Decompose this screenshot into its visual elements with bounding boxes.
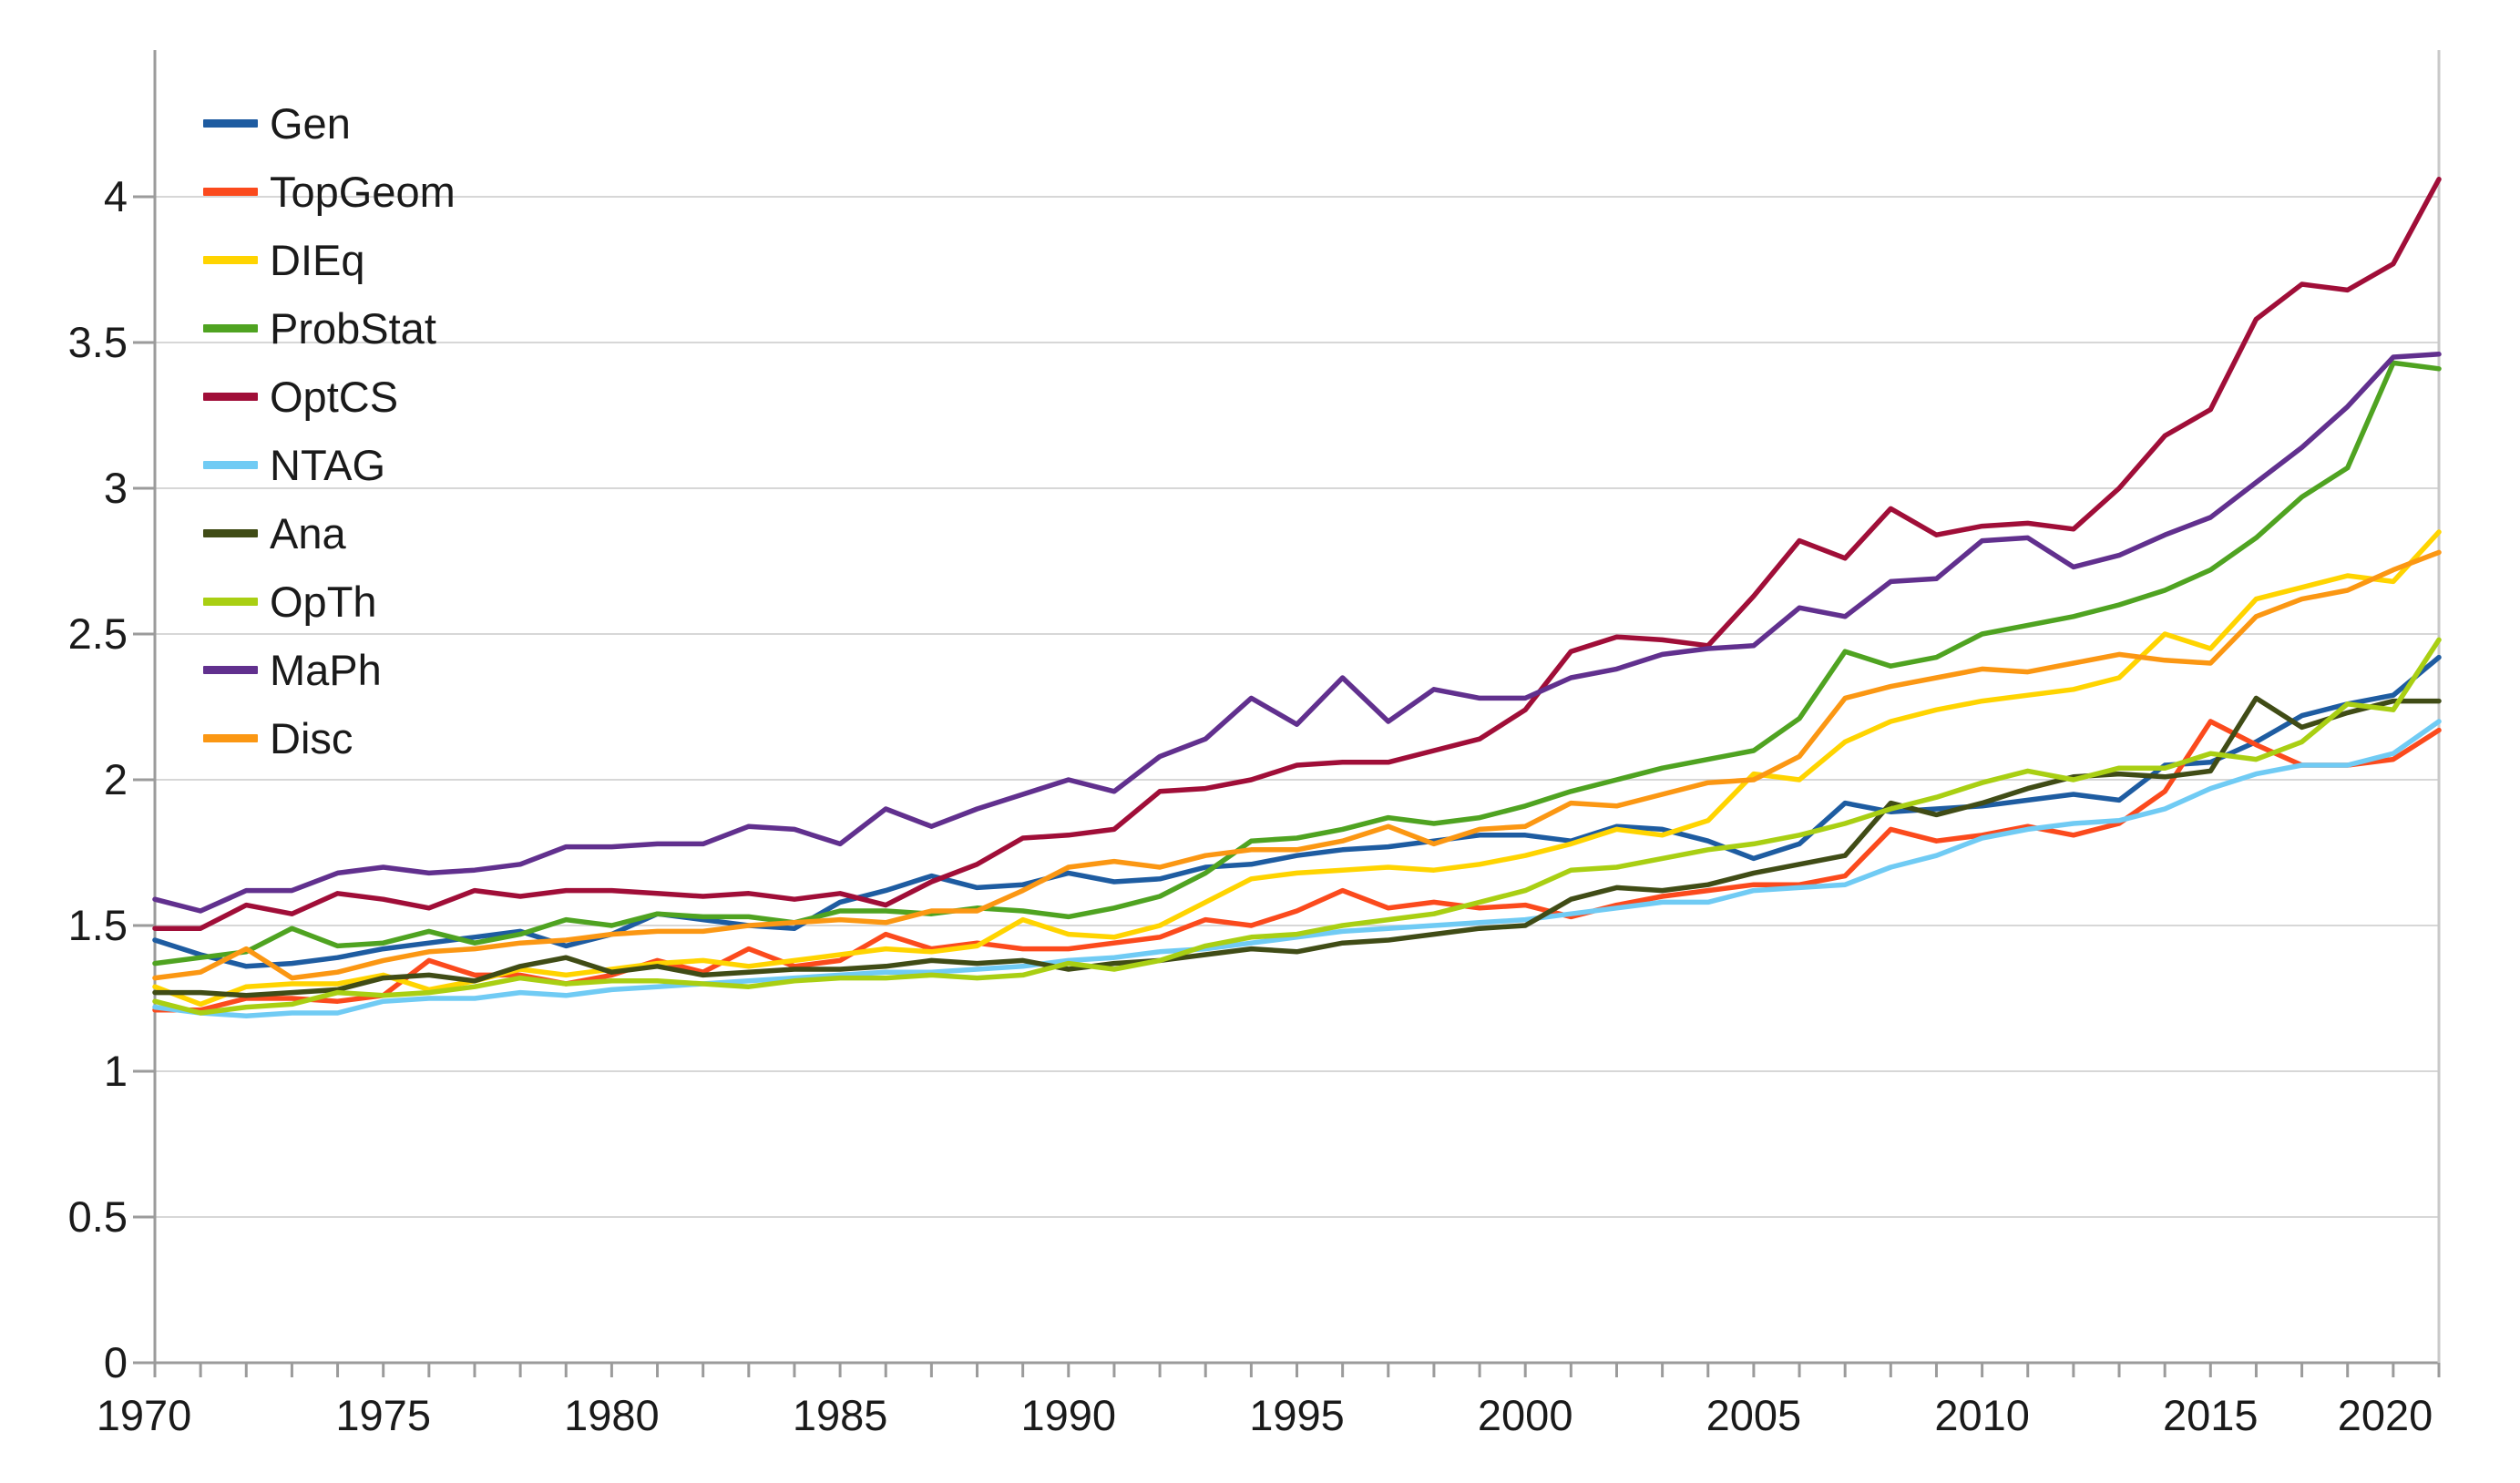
legend-item-Ana: Ana bbox=[203, 499, 346, 568]
legend-swatch-OpTh bbox=[203, 597, 258, 606]
y-tick-label: 2 bbox=[104, 755, 128, 803]
legend-swatch-Ana bbox=[203, 528, 258, 537]
series-line-Disc bbox=[152, 549, 2442, 981]
legend-item-ProbStat: ProbStat bbox=[203, 294, 436, 363]
legend-item-MaPh: MaPh bbox=[203, 636, 382, 704]
series-line-NTAG bbox=[152, 719, 2442, 1018]
x-tick-label: 1985 bbox=[793, 1391, 888, 1439]
legend-swatch-ProbStat bbox=[203, 323, 258, 332]
legend-label: OpTh bbox=[270, 577, 377, 626]
series-line-MaPh bbox=[152, 352, 2442, 914]
legend-swatch-Disc bbox=[203, 733, 258, 742]
legend-swatch-OptCS bbox=[203, 392, 258, 401]
y-tick-label: 2.5 bbox=[68, 609, 128, 658]
y-tick-label: 0.5 bbox=[68, 1192, 128, 1241]
legend-label: Gen bbox=[270, 98, 351, 148]
x-tick-label: 2010 bbox=[1934, 1391, 2030, 1439]
series-line-ProbStat bbox=[152, 360, 2442, 967]
x-tick-label: 2000 bbox=[1478, 1391, 1573, 1439]
legend-label: TopGeom bbox=[270, 167, 456, 216]
y-tick-label: 1 bbox=[104, 1047, 128, 1095]
legend-item-Gen: Gen bbox=[203, 89, 351, 158]
legend-label: OptCS bbox=[270, 372, 399, 421]
legend-label: ProbStat bbox=[270, 303, 436, 353]
axis-ticks bbox=[133, 195, 2441, 1377]
x-tick-label: 2020 bbox=[2338, 1391, 2433, 1439]
y-tick-label: 3 bbox=[104, 464, 128, 512]
legend-item-OptCS: OptCS bbox=[203, 363, 398, 431]
legend-swatch-NTAG bbox=[203, 460, 258, 469]
legend-item-Disc: Disc bbox=[203, 704, 353, 772]
x-tick-label: 2005 bbox=[1706, 1391, 1802, 1439]
y-tick-label: 4 bbox=[104, 172, 128, 220]
x-tick-label: 1995 bbox=[1249, 1391, 1345, 1439]
legend-swatch-Gen bbox=[203, 118, 258, 128]
axis-labels: 0 0.5 1 1.5 2 2.5 3 3.5 4 1970 1975 1980 1985 1990 199… bbox=[68, 172, 2433, 1439]
legend-item-OpTh: OpTh bbox=[203, 568, 377, 636]
legend-label: Disc bbox=[270, 713, 353, 762]
x-tick-label: 1970 bbox=[97, 1391, 192, 1439]
x-tick-label: 1975 bbox=[335, 1391, 431, 1439]
x-tick-label: 1980 bbox=[564, 1391, 660, 1439]
series-line-Gen bbox=[152, 654, 2442, 969]
legend-item-DIEq: DIEq bbox=[203, 226, 365, 294]
legend-swatch-TopGeom bbox=[203, 187, 258, 196]
legend-swatch-MaPh bbox=[203, 665, 258, 674]
legend-label: DIEq bbox=[270, 235, 365, 284]
gridlines bbox=[155, 196, 2439, 1218]
legend-label: NTAG bbox=[270, 440, 386, 489]
series-lines bbox=[152, 177, 2442, 1018]
y-tick-label: 0 bbox=[104, 1338, 128, 1386]
series-line-DIEq bbox=[152, 529, 2442, 1007]
legend-label: MaPh bbox=[270, 645, 382, 694]
x-tick-label: 2015 bbox=[2163, 1391, 2259, 1439]
legend-swatch-DIEq bbox=[203, 255, 258, 264]
y-tick-label: 3.5 bbox=[68, 318, 128, 366]
series-line-OptCS bbox=[152, 177, 2442, 931]
legend-label: Ana bbox=[270, 508, 346, 557]
series-line-OpTh bbox=[152, 637, 2442, 1016]
series-line-Ana bbox=[152, 695, 2442, 998]
x-tick-label: 1990 bbox=[1021, 1391, 1117, 1439]
legend-item-TopGeom: TopGeom bbox=[203, 158, 456, 226]
y-tick-label: 1.5 bbox=[68, 901, 128, 949]
legend-item-NTAG: NTAG bbox=[203, 431, 385, 499]
